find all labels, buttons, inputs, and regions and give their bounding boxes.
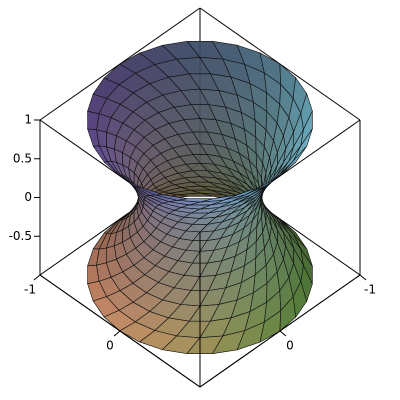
x-tick — [33, 274, 41, 281]
x-tick-label: 0 — [106, 339, 114, 353]
surface-patch — [177, 198, 214, 203]
z-tick-label: -0.5 — [9, 229, 32, 243]
x-tick — [113, 330, 121, 337]
surface-patch — [186, 335, 224, 355]
x-tick-label: -1 — [24, 283, 36, 297]
y-tick — [359, 274, 367, 281]
y-tick-label: 0 — [286, 339, 294, 353]
z-tick-label: 0.5 — [13, 151, 32, 165]
z-tick-label: 0 — [24, 190, 32, 204]
y-tick — [279, 330, 287, 337]
y-tick-label: -1 — [364, 283, 376, 297]
z-tick-label: 1 — [24, 113, 32, 127]
surface — [87, 40, 313, 355]
